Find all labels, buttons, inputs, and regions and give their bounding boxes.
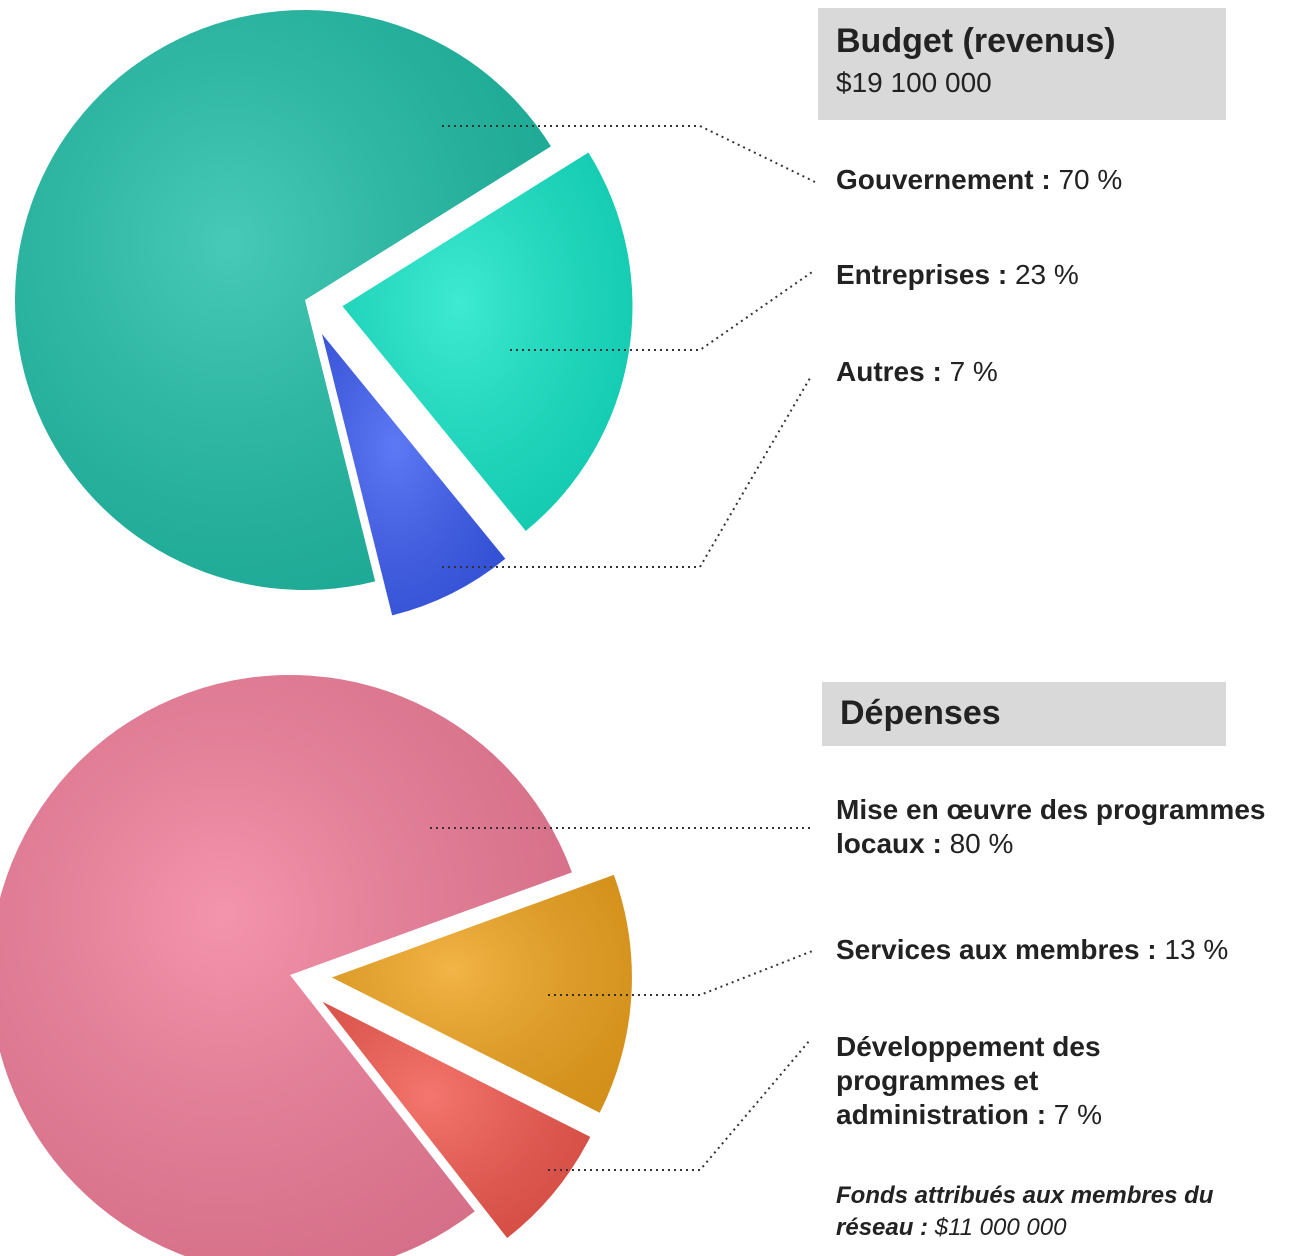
chart-title: Budget (revenus): [836, 22, 1208, 61]
chart-title: Dépenses: [840, 694, 1208, 733]
annotation-value: $11 000 000: [935, 1214, 1067, 1241]
category-label: Services aux membres :: [836, 934, 1157, 965]
legend-entry: Autres : 7 %: [836, 355, 1306, 389]
value-label: 80 %: [950, 828, 1014, 859]
legend-entry: Mise en œuvre des programmes locaux : 80…: [836, 793, 1286, 861]
legend-entry: Développement des programmes et administ…: [836, 1030, 1176, 1132]
legend-entry: Services aux membres : 13 %: [836, 933, 1314, 967]
value-label: 70 %: [1058, 164, 1122, 195]
annotation: Fonds attribués aux membres du réseau : …: [836, 1180, 1266, 1244]
title-box: Dépenses: [822, 682, 1226, 746]
category-label: Gouvernement :: [836, 164, 1051, 195]
legend-entry: Entreprises : 23 %: [836, 258, 1306, 292]
value-label: 7 %: [1054, 1099, 1102, 1130]
infographic: Budget (revenus) $19 100 000 Gouvernemen…: [0, 0, 1314, 1256]
chart-subtitle: $19 100 000: [836, 67, 1208, 99]
value-label: 23 %: [1015, 259, 1079, 290]
category-label: Autres :: [836, 356, 942, 387]
category-label: Mise en œuvre des programmes locaux :: [836, 794, 1265, 859]
value-label: 13 %: [1164, 934, 1228, 965]
title-box: Budget (revenus) $19 100 000: [818, 8, 1226, 120]
value-label: 7 %: [950, 356, 998, 387]
category-label: Entreprises :: [836, 259, 1007, 290]
legend-entry: Gouvernement : 70 %: [836, 163, 1306, 197]
pies: [0, 10, 632, 1256]
